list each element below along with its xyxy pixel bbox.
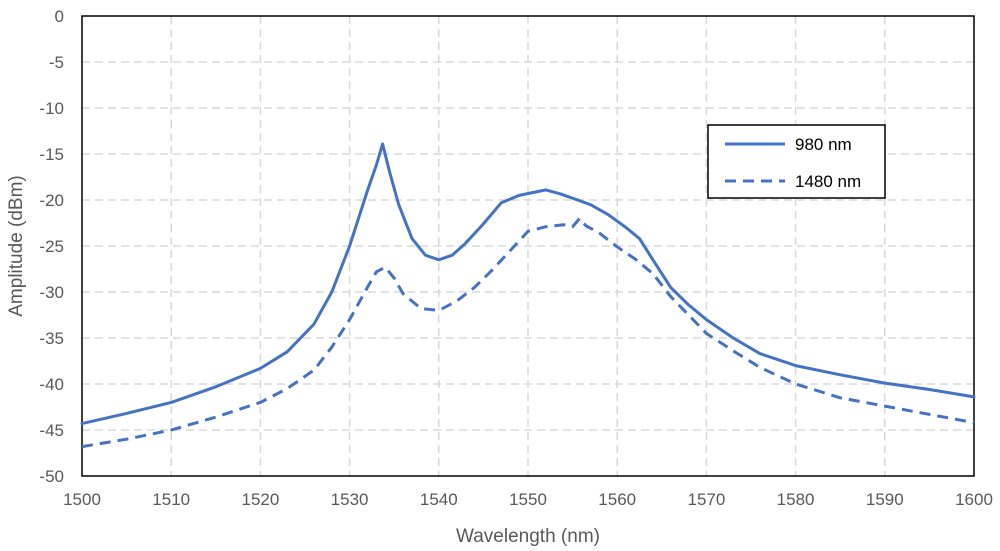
y-tick-label: -20: [39, 191, 64, 210]
y-tick-label: 0: [55, 7, 64, 26]
y-axis-title: Amplitude (dBm): [6, 175, 27, 317]
legend: 980 nm 1480 nm: [707, 124, 886, 199]
y-tick-label: -35: [39, 329, 64, 348]
legend-label-980nm: 980 nm: [795, 135, 852, 154]
y-tick-label: -25: [39, 237, 64, 256]
series-line-1480nm: [81, 216, 975, 449]
x-tick-label: 1520: [241, 490, 279, 509]
x-tick-label: 1540: [420, 490, 458, 509]
y-tick-label: -50: [39, 467, 64, 486]
y-tick-label: -45: [39, 421, 64, 440]
x-axis-ticks: 1500 1510 1520 1530 1540 1550 1560 1570 1580 1590…: [63, 490, 993, 509]
x-tick-label: 1550: [509, 490, 547, 509]
plot-area-border: [81, 15, 975, 477]
series-lines: [80, 142, 976, 449]
x-axis-title: Wavelength (nm): [456, 526, 600, 547]
y-tick-label: -15: [39, 145, 64, 164]
y-tick-label: -30: [39, 283, 64, 302]
x-tick-label: 1510: [152, 490, 190, 509]
legend-box: [707, 124, 886, 199]
gridlines: [82, 16, 974, 476]
y-tick-label: -40: [39, 375, 64, 394]
legend-label-1480nm: 1480 nm: [795, 172, 861, 191]
y-tick-label: -5: [49, 53, 64, 72]
x-tick-label: 1560: [598, 490, 636, 509]
x-tick-label: 1600: [955, 490, 993, 509]
series-line-980nm: [80, 142, 976, 426]
x-tick-label: 1590: [866, 490, 904, 509]
x-tick-label: 1500: [63, 490, 101, 509]
y-tick-label: -10: [39, 99, 64, 118]
x-tick-label: 1530: [331, 490, 369, 509]
y-axis-ticks: 0 -5 -10 -15 -20 -25 -30 -35 -40 -45 -50: [39, 7, 64, 486]
x-tick-label: 1570: [687, 490, 725, 509]
x-tick-label: 1580: [777, 490, 815, 509]
